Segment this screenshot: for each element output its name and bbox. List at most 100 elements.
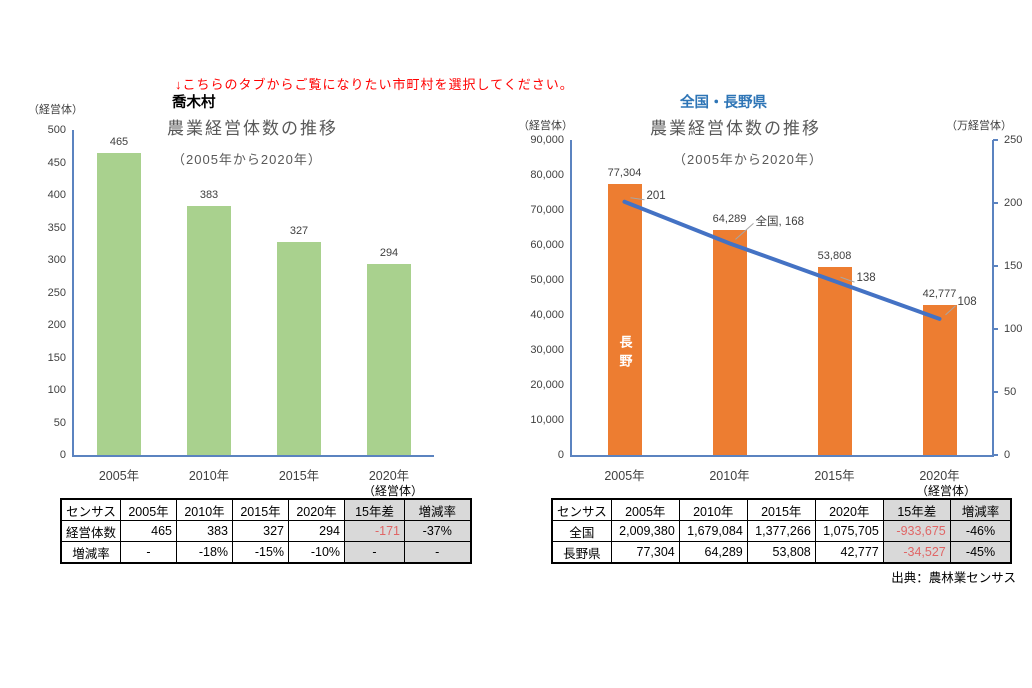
- trend-polyline: [622, 199, 942, 321]
- national-trend-line: [622, 197, 956, 321]
- left-axis-tick-label: 0: [557, 449, 564, 461]
- left-chart-y-axis-unit: （経営体）: [28, 104, 83, 116]
- line-point-label: 108: [957, 295, 977, 308]
- table-cell: 327: [232, 520, 290, 542]
- y-axis-tick-label: 150: [47, 351, 66, 364]
- right-axis-tick-mark: [993, 454, 998, 456]
- table-cell: -10%: [288, 541, 346, 564]
- bar: [607, 184, 642, 455]
- right-axis-tick-label: 150: [1004, 260, 1023, 272]
- x-axis-category-label: 2010年: [188, 469, 230, 483]
- table-header-cell: 2020年: [288, 498, 346, 521]
- line-point-label: 138: [856, 272, 876, 285]
- table-header-cell: 2015年: [232, 498, 290, 521]
- bar-value-label: 465: [109, 135, 129, 148]
- village-bar-chart: 0 50 100 150 200 250 300 350 400 450 500 465 2005年 38…: [48, 124, 434, 483]
- table-cell: -46%: [949, 520, 1012, 542]
- x-axis-category-label: 2020年: [368, 469, 410, 483]
- bar: [712, 230, 747, 455]
- bar-value-label: 327: [289, 225, 309, 238]
- table-cell: -45%: [949, 541, 1012, 564]
- table-cell: 1,377,266: [746, 520, 816, 542]
- bar-value-label: 383: [199, 189, 219, 202]
- right-chart-subtitle: （2005年から2020年）: [673, 152, 823, 167]
- left-axis-tick-label: 90,000: [530, 134, 564, 146]
- y-axis-tick-label: 400: [47, 189, 66, 201]
- right-axis-tick-mark: [993, 202, 998, 204]
- table-header-cell: センサス: [551, 498, 612, 521]
- table-cell: -: [120, 541, 178, 564]
- line-point-label: 201: [646, 189, 666, 202]
- left-table-unit: （経営体）: [363, 484, 424, 498]
- bar: [97, 152, 141, 455]
- y-axis-tick-label: 500: [47, 124, 66, 136]
- right-axis-tick-label: 200: [1004, 197, 1023, 209]
- table-header-cell: 15年差: [882, 498, 951, 521]
- y-axis-tick-label: 0: [59, 449, 66, 461]
- x-axis-category-label: 2015年: [814, 469, 855, 483]
- village-name-heading: 喬木村: [172, 95, 216, 111]
- table-row: 全国 2,009,380 1,679,084 1,377,266 1,075,705 -9…: [551, 520, 1012, 542]
- right-axis-tick-mark: [993, 328, 998, 330]
- label-leader-line: [945, 305, 956, 316]
- table-cell: 1,679,084: [678, 520, 748, 542]
- x-axis-category-label: 2010年: [709, 469, 750, 483]
- village-table-container: センサス 2005年 2010年 2015年 2020年 15年差 増減率 経営体数 465 38…: [60, 498, 472, 564]
- left-axis-tick-label: 30,000: [530, 344, 564, 356]
- table-header-cell: 15年差: [344, 498, 406, 521]
- bar-value-label: 64,289: [712, 213, 747, 225]
- bar-inner-series-label: 長野: [617, 335, 633, 373]
- table-cell: 2,009,380: [610, 520, 680, 542]
- census-table: センサス 2005年 2010年 2015年 2020年 15年差 増減率 全国 2,009,3…: [551, 498, 1013, 564]
- table-row: 経営体数 465 383 327 294 -171 -37%: [60, 520, 472, 542]
- source-citation: 出典：農林業センサス: [891, 571, 1016, 585]
- right-table-unit: （経営体）: [916, 484, 977, 498]
- y-axis-tick-label: 50: [53, 416, 66, 429]
- table-cell: 42,777: [814, 541, 884, 564]
- bar: [277, 242, 321, 455]
- table-cell: -37%: [404, 520, 472, 542]
- table-header-cell: 2010年: [678, 498, 748, 521]
- table-header-cell: 2020年: [814, 498, 884, 521]
- table-row: 長野県 77,304 64,289 53,808 42,777 -34,527 -45%: [551, 541, 1012, 564]
- right-axis-tick-label: 250: [1004, 134, 1023, 146]
- table-row-label: 経営体数: [60, 520, 122, 542]
- table-cell: -18%: [176, 541, 234, 564]
- left-axis-tick-label: 70,000: [530, 204, 564, 216]
- table-cell: -933,675: [882, 520, 951, 542]
- right-chart-title: 農業経営体数の推移: [650, 119, 821, 138]
- bar: [817, 266, 852, 455]
- table-row-label: 増減率: [60, 541, 122, 564]
- left-axis-tick-label: 50,000: [530, 274, 564, 286]
- national-pref-heading: 全国・長野県: [680, 95, 767, 111]
- table-cell: -: [404, 541, 472, 564]
- table-cell: 294: [288, 520, 346, 542]
- x-axis-category-label: 2020年: [919, 469, 960, 483]
- table-cell: 53,808: [746, 541, 816, 564]
- table-header-cell: 2015年: [746, 498, 816, 521]
- census-table: センサス 2005年 2010年 2015年 2020年 15年差 増減率 経営体数 465 38…: [60, 498, 472, 564]
- label-leader-line: [840, 276, 855, 283]
- right-axis-tick-label: 100: [1004, 323, 1023, 335]
- bar-value-label: 42,777: [922, 288, 957, 301]
- table-cell: 64,289: [678, 541, 748, 564]
- table-cell: 465: [120, 520, 178, 542]
- table-header-cell: センサス: [60, 498, 122, 521]
- right-axis-tick-label: 50: [1004, 386, 1017, 398]
- table-cell: -: [344, 541, 406, 564]
- table-header-cell: 増減率: [404, 498, 472, 521]
- national-combo-chart: 0 10,000 20,000 30,000 40,000 50,000 60,000 70,…: [530, 134, 1022, 483]
- y-axis-tick-label: 350: [47, 221, 66, 234]
- table-row-label: 長野県: [551, 541, 612, 564]
- left-axis-tick-label: 40,000: [530, 309, 564, 321]
- y-axis-tick-label: 200: [47, 319, 66, 331]
- left-axis-tick-label: 80,000: [530, 169, 564, 181]
- table-cell: -171: [344, 520, 406, 542]
- national-table-container: センサス 2005年 2010年 2015年 2020年 15年差 増減率 全国 2,009,3…: [551, 498, 1013, 564]
- right-axis-tick-mark: [993, 139, 998, 141]
- y-axis-tick-label: 300: [47, 254, 66, 266]
- right-axis-tick-mark: [993, 265, 998, 267]
- y-axis-tick-label: 250: [47, 286, 66, 299]
- table-cell: -34,527: [882, 541, 951, 564]
